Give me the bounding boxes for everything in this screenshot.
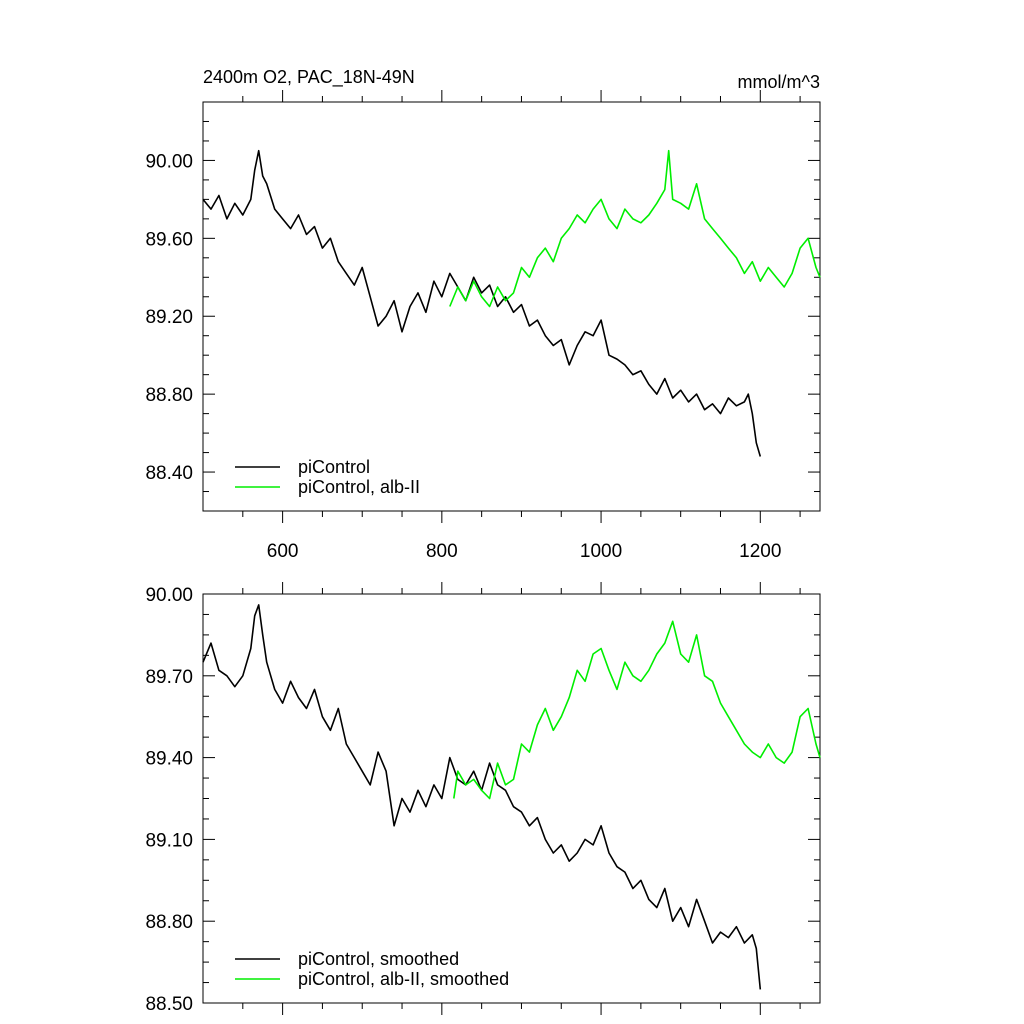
top-plot-frame: [202, 101, 821, 512]
top-series-line-2: [449, 149, 821, 308]
bottom-y-tick-label: 89.70: [145, 667, 193, 688]
bottom-y-tick-label: 90.00: [145, 585, 193, 606]
bottom-y-tick-label: 88.80: [145, 912, 193, 933]
bottom-y-tick-label: 89.40: [145, 749, 193, 770]
units-label: mmol/m^3: [738, 72, 820, 92]
top-legend-label-2: piControl, alb-II: [298, 477, 420, 497]
bottom-y-tick-label: 89.10: [145, 830, 193, 851]
top-y-tick-label: 88.80: [145, 385, 193, 406]
top-series-line-1: [202, 149, 762, 457]
bottom-plot-area: 88.50 88.80 89.10 89.40 89.70 90.00 piControl,…: [145, 582, 821, 1015]
top-y-tick-label: 89.20: [145, 307, 193, 328]
top-x-tick-label: 1200: [739, 541, 781, 562]
bottom-series-line-1: [202, 604, 762, 990]
top-y-tick-label: 88.40: [145, 463, 193, 484]
bottom-legend-label-2: piControl, alb-II, smoothed: [298, 969, 509, 989]
top-legend-label-1: piControl: [298, 457, 370, 477]
top-x-tick-label: 600: [267, 541, 299, 562]
bottom-y-tick-label: 88.50: [145, 994, 193, 1015]
chart-title: 2400m O2, PAC_18N-49N: [203, 67, 415, 88]
bottom-plot-frame: [202, 593, 821, 1004]
top-y-tick-label: 89.60: [145, 229, 193, 250]
top-x-tick-label: 800: [426, 541, 458, 562]
top-y-tick-label: 90.00: [145, 151, 193, 172]
top-plot-area: 88.40 88.80 89.20 89.60 90.00 600 800 1000 1200 p…: [145, 90, 821, 562]
bottom-legend-label-1: piControl, smoothed: [298, 949, 459, 969]
bottom-series-line-2: [453, 620, 821, 800]
top-x-tick-label: 1000: [580, 541, 622, 562]
